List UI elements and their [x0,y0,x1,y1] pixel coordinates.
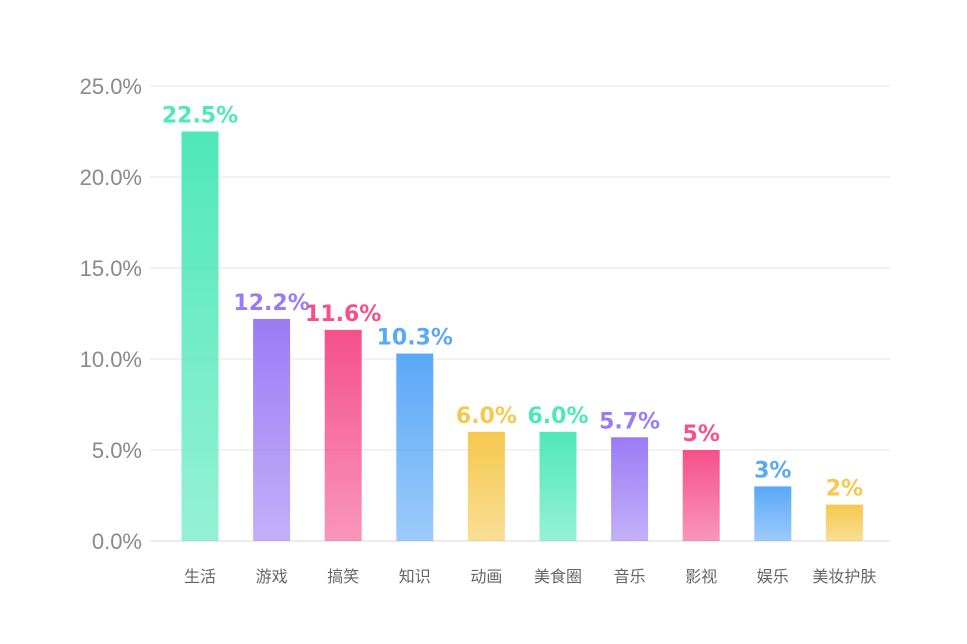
y-tick-label: 0.0% [92,529,142,554]
data-label: 3% [754,458,791,483]
x-axis-labels: 生活 游戏 搞笑 知识 动画 美食圈 音乐 影视 娱乐 美妆护肤 [184,567,876,586]
bar-4 [396,353,434,541]
x-tick-label: 搞笑 [327,567,359,586]
bar-6 [539,431,577,541]
x-tick-label: 美妆护肤 [812,567,876,586]
data-label: 12.2% [233,291,309,316]
y-tick-label: 25.0% [80,74,142,99]
x-tick-label: 音乐 [614,567,646,586]
data-label: 5% [683,422,720,447]
y-tick-label: 5.0% [92,438,142,463]
data-label: 6.0% [527,404,588,429]
y-tick-label: 10.0% [80,347,142,372]
data-label: 6.0% [456,404,517,429]
data-label: 11.6% [305,302,381,327]
data-label: 22.5% [162,104,238,129]
bars [181,131,863,541]
x-tick-label: 知识 [399,567,431,586]
x-tick-label: 影视 [685,567,717,586]
bar-9 [754,486,792,541]
x-tick-label: 游戏 [256,567,288,586]
x-tick-label: 美食圈 [534,567,582,586]
x-tick-label: 动画 [470,567,502,586]
y-axis-ticks: 0.0% 5.0% 10.0% 15.0% 20.0% 25.0% [80,74,142,554]
bar-1 [181,131,219,541]
y-tick-label: 20.0% [80,165,142,190]
x-tick-label: 娱乐 [757,567,789,586]
bar-2 [253,318,291,541]
bar-10 [825,504,863,541]
bar-8 [682,450,720,541]
data-label: 5.7% [599,409,660,434]
data-label: 2% [826,477,863,502]
data-label: 10.3% [377,326,453,351]
x-tick-label: 生活 [184,567,216,586]
bar-7 [611,437,649,541]
y-tick-label: 15.0% [80,256,142,281]
bar-5 [467,431,505,541]
data-labels: 22.5% 12.2%11.6%10.3% 6.0% 6.0% 5.7% 5% 3% 2% [162,104,863,502]
bar-3 [324,329,362,541]
